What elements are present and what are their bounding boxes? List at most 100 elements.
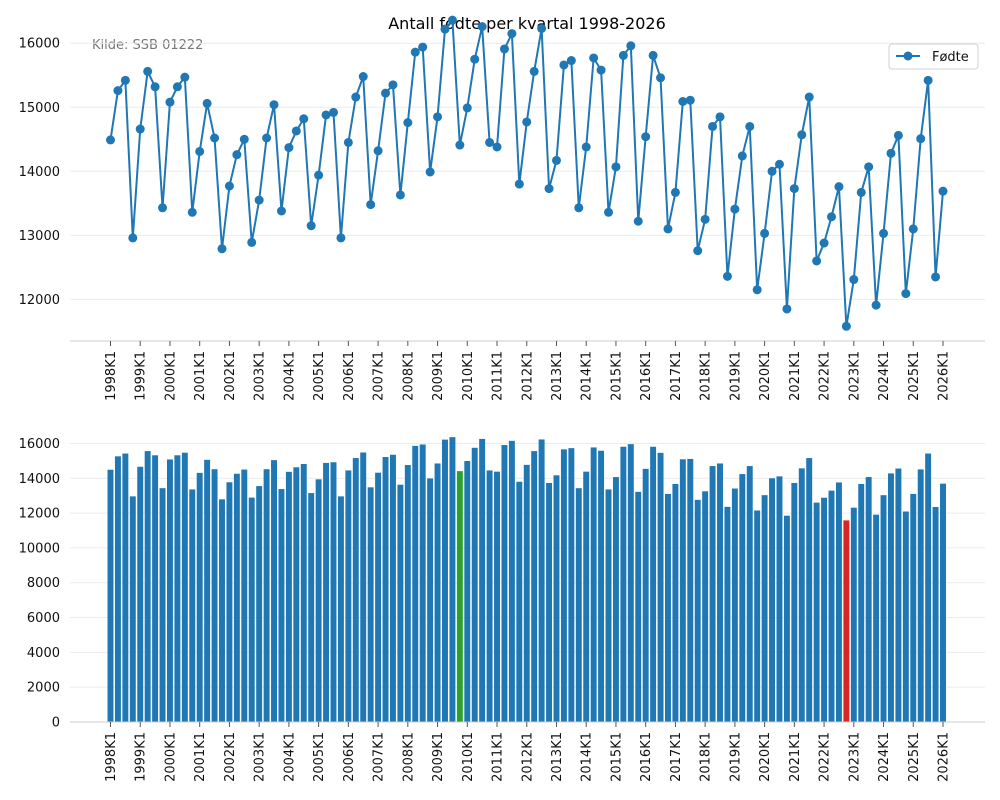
bar-1999K4 [159,488,166,722]
bar-2014K2 [590,447,597,722]
bar-2009K3 [449,437,456,722]
bar-2006K2 [352,458,359,722]
bar-x-tick-label: 2026K1 [937,732,952,782]
bar-2005K2 [323,462,330,722]
point-2012K3 [537,23,547,33]
point-2010K3 [477,22,487,32]
point-2024K4 [901,289,911,299]
legend: Fødte [888,43,979,70]
births-bars [107,437,946,722]
bar-chart-x-ticks: 1998K1 1999K1 2000K1 2001K1 2002K1 2003K1 2004… [104,722,952,782]
bar-2003K1 [256,486,263,722]
point-2013K1 [551,155,561,165]
point-2011K4 [514,179,524,189]
point-2005K3 [328,107,338,117]
bar-2006K3 [360,452,367,722]
point-2007K4 [395,190,405,200]
bar-2012K3 [538,439,545,722]
bar-x-tick-label: 2004K1 [282,732,297,782]
point-2016K2 [648,50,658,60]
bar-2000K2 [174,455,181,722]
bar-2005K1 [315,479,322,722]
point-2006K1 [343,137,353,147]
line-x-tick-label: 2003K1 [253,351,268,401]
bar-2019K3 [746,466,753,722]
bar-2003K3 [271,460,277,722]
point-2025K3 [923,75,933,85]
bar-2012K4 [546,482,553,722]
point-2002K4 [247,237,257,247]
point-2015K2 [618,50,628,60]
point-2021K4 [812,256,822,266]
bar-2023K3 [865,477,872,722]
bar-2023K1 [850,507,857,722]
bar-x-tick-label: 2019K1 [728,732,743,782]
point-2019K1 [730,204,740,214]
bar-x-tick-label: 2025K1 [907,732,922,782]
line-y-tick-label: 13000 [19,229,60,244]
point-2002K1 [224,181,234,191]
point-2023K1 [849,275,859,285]
point-2013K4 [574,203,584,213]
point-2000K4 [187,207,197,217]
bar-y-tick-label: 2000 [27,681,60,696]
bar-2026K1 [940,483,946,722]
bar-chart-y-ticks: 0 2000 4000 6000 8000 10000 12000 14000 16000 [19,437,60,731]
bar-2024K4 [902,511,909,722]
line-x-tick-label: 2013K1 [550,351,565,401]
point-2020K1 [760,228,770,238]
bar-2006K1 [345,470,352,722]
point-2007K2 [381,88,391,98]
bar-x-tick-label: 2011K1 [491,732,506,782]
bar-2007K1 [375,472,382,722]
bar-1998K4 [129,496,136,722]
point-2023K3 [864,162,874,172]
bar-2008K1 [404,465,411,722]
line-x-tick-label: 2020K1 [758,351,773,401]
bar-2014K3 [598,450,605,722]
bar-2019K4 [754,510,761,722]
bar-2014K4 [605,489,612,722]
bar-2011K3 [508,440,515,722]
bar-2014K1 [583,471,590,722]
bar-2020K2 [769,478,776,722]
bar-x-tick-label: 2000K1 [163,732,178,782]
point-2008K1 [403,118,413,128]
point-2009K3 [447,15,457,25]
line-y-tick-label: 12000 [19,293,60,308]
bar-2003K2 [263,469,270,722]
line-x-tick-label: 2022K1 [818,351,833,401]
point-2014K1 [581,142,591,152]
point-2003K3 [269,100,279,110]
bar-2007K2 [382,457,389,722]
point-2019K3 [745,121,755,131]
line-chart-x-ticks: 1998K1 1999K1 2000K1 2001K1 2002K1 2003K1 2004… [104,341,952,401]
line-x-tick-label: 2025K1 [907,351,922,401]
point-2010K2 [470,54,480,64]
line-x-tick-label: 2000K1 [163,351,178,401]
bar-x-tick-label: 2020K1 [758,732,773,782]
legend-box [888,43,979,70]
bar-2000K4 [189,489,196,722]
bar-2009K4 [456,471,463,722]
point-2012K1 [522,117,532,127]
line-y-tick-label: 16000 [19,37,60,52]
point-2001K4 [217,244,227,254]
point-1999K3 [150,82,160,92]
bar-2011K4 [516,481,523,722]
point-2002K3 [239,134,249,144]
point-2024K3 [893,130,903,140]
point-2008K2 [410,47,420,57]
bar-2020K1 [761,495,768,722]
bar-y-tick-label: 16000 [19,437,60,452]
bar-1998K1 [107,469,114,722]
bar-2005K4 [337,496,344,722]
bar-2007K3 [389,454,396,722]
bar-x-tick-label: 2007K1 [372,732,387,782]
bar-2019K1 [731,488,738,722]
bar-2010K3 [479,438,486,722]
line-x-tick-label: 1998K1 [104,351,119,401]
point-2008K3 [418,42,428,52]
point-2021K1 [789,184,799,194]
